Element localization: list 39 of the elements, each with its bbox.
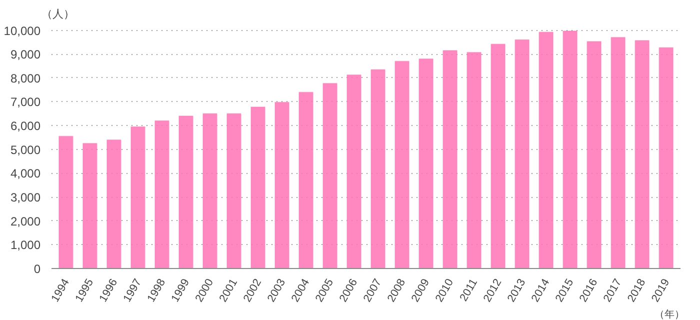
bar bbox=[442, 50, 458, 268]
bar bbox=[58, 136, 74, 268]
y-tick-label: 5,000 bbox=[10, 142, 41, 157]
bar bbox=[226, 113, 242, 268]
bar bbox=[514, 39, 530, 268]
bar bbox=[394, 60, 410, 268]
y-tick-label: 4,000 bbox=[10, 166, 41, 181]
bar bbox=[658, 47, 674, 268]
bar bbox=[154, 120, 170, 268]
bar bbox=[538, 32, 554, 268]
y-tick-label: 9,000 bbox=[10, 48, 41, 62]
bar bbox=[106, 139, 122, 268]
bar bbox=[346, 74, 362, 268]
y-tick-label: 10,000 bbox=[4, 24, 41, 38]
bar bbox=[274, 102, 290, 268]
bar bbox=[370, 69, 386, 268]
x-axis-title: （年） bbox=[654, 308, 684, 320]
bar bbox=[202, 113, 218, 268]
y-tick-label: 8,000 bbox=[10, 71, 41, 86]
y-tick-label: 0 bbox=[34, 262, 41, 276]
y-tick-label: 6,000 bbox=[10, 119, 41, 134]
bar bbox=[82, 142, 98, 268]
y-tick-label: 2,000 bbox=[10, 214, 41, 228]
y-tick-label: 1,000 bbox=[10, 238, 41, 252]
bar bbox=[298, 92, 314, 268]
bar bbox=[178, 116, 194, 268]
bar bbox=[130, 126, 146, 268]
bar bbox=[562, 30, 578, 268]
y-axis-title: （人） bbox=[42, 8, 74, 20]
bar bbox=[466, 52, 482, 268]
bar bbox=[250, 106, 266, 268]
bar bbox=[586, 40, 602, 268]
y-tick-label: 7,000 bbox=[10, 95, 41, 110]
bar bbox=[634, 40, 650, 268]
bar bbox=[322, 82, 338, 268]
bar bbox=[418, 58, 434, 268]
bar bbox=[610, 36, 626, 268]
bar bbox=[490, 44, 506, 268]
y-tick-label: 3,000 bbox=[10, 190, 41, 205]
